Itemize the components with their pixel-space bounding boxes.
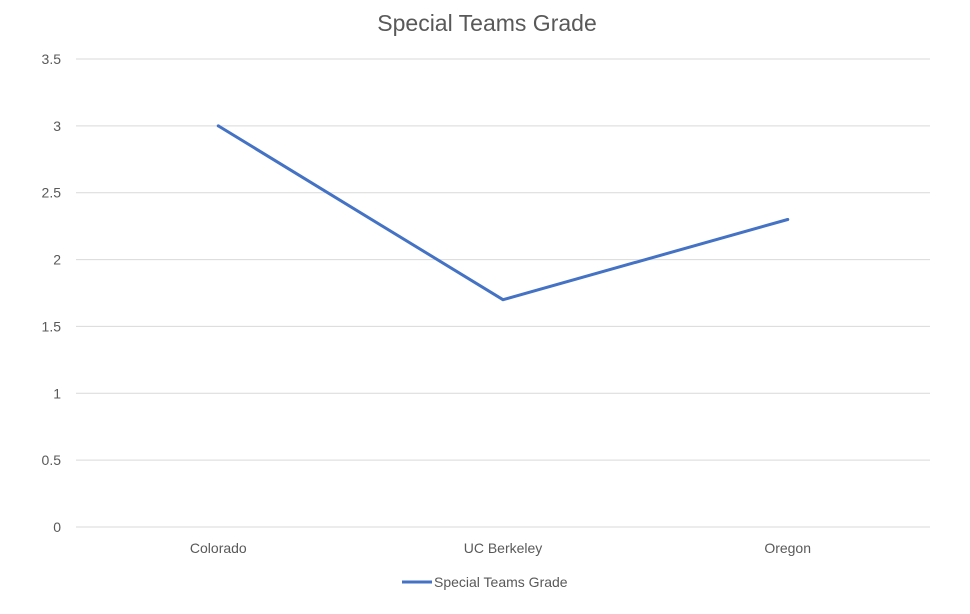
gridlines — [76, 58, 930, 528]
y-tick-label: 1.5 — [42, 318, 62, 334]
chart-title: Special Teams Grade — [377, 10, 596, 36]
x-axis-tick-labels: Colorado UC Berkeley Oregon — [190, 540, 811, 556]
y-tick-label: 2 — [53, 252, 61, 268]
x-tick-label: UC Berkeley — [464, 540, 543, 556]
y-tick-label: 2.5 — [42, 185, 62, 201]
y-tick-label: 3 — [53, 118, 61, 134]
x-tick-label: Colorado — [190, 540, 247, 556]
y-axis-tick-labels: 0 0.5 1 1.5 2 2.5 3 3.5 — [42, 51, 62, 535]
data-point — [786, 217, 790, 221]
series-lines — [216, 124, 790, 302]
y-tick-label: 0 — [53, 519, 61, 535]
series-line — [216, 124, 790, 302]
y-tick-label: 3.5 — [42, 51, 62, 67]
legend: Special Teams Grade — [402, 574, 568, 590]
data-point — [216, 124, 220, 128]
x-tick-label: Oregon — [764, 540, 811, 556]
data-point — [501, 298, 505, 302]
legend-label: Special Teams Grade — [434, 574, 568, 590]
y-tick-label: 0.5 — [42, 452, 62, 468]
y-tick-label: 1 — [53, 385, 61, 401]
